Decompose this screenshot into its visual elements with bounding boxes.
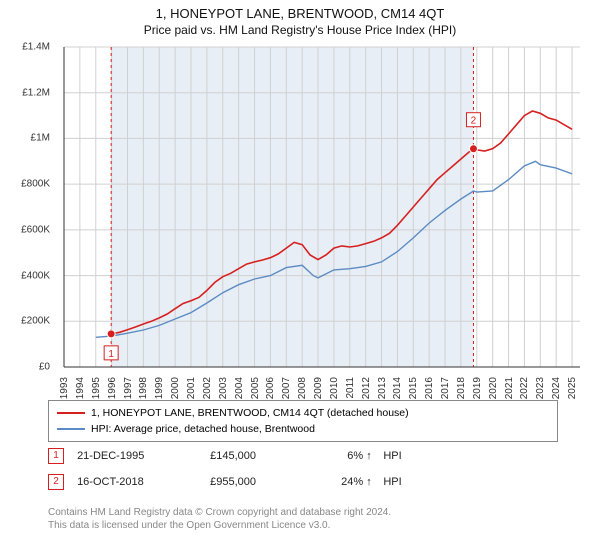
x-axis-label: 2024 xyxy=(551,377,562,399)
x-axis-label: 1994 xyxy=(75,377,86,399)
legend-row: 1, HONEYPOT LANE, BRENTWOOD, CM14 4QT (d… xyxy=(57,405,549,421)
y-axis-label: £800K xyxy=(6,179,50,190)
x-axis-label: 2015 xyxy=(408,377,419,399)
x-axis-label: 2016 xyxy=(424,377,435,399)
x-axis-label: 2021 xyxy=(504,377,515,399)
x-axis-label: 2005 xyxy=(250,377,261,399)
x-axis-label: 2017 xyxy=(440,377,451,399)
sale-suffix: HPI xyxy=(383,450,401,462)
x-axis-label: 1995 xyxy=(91,377,102,399)
legend: 1, HONEYPOT LANE, BRENTWOOD, CM14 4QT (d… xyxy=(48,400,558,442)
footnote-line: This data is licensed under the Open Gov… xyxy=(48,519,391,532)
x-axis-label: 1998 xyxy=(138,377,149,399)
price-chart: 12 £0£200K£400K£600K£800K£1M£1.2M£1.4M19… xyxy=(10,39,590,399)
sale-date: 16-OCT-2018 xyxy=(77,476,207,488)
x-axis-label: 2008 xyxy=(297,377,308,399)
sale-pct: 6% xyxy=(323,450,363,462)
marker-badge: 1 xyxy=(48,448,64,464)
x-axis-label: 2012 xyxy=(361,377,372,399)
legend-swatch xyxy=(57,428,85,430)
x-axis-label: 2020 xyxy=(488,377,499,399)
x-axis-label: 2007 xyxy=(281,377,292,399)
legend-row: HPI: Average price, detached house, Bren… xyxy=(57,421,549,437)
y-axis-label: £0 xyxy=(6,362,50,373)
marker-badge: 2 xyxy=(48,474,64,490)
legend-swatch xyxy=(57,412,85,414)
chart-title: 1, HONEYPOT LANE, BRENTWOOD, CM14 4QT xyxy=(0,0,600,21)
footnote: Contains HM Land Registry data © Crown c… xyxy=(48,506,391,532)
footnote-line: Contains HM Land Registry data © Crown c… xyxy=(48,506,391,519)
x-axis-label: 2011 xyxy=(345,377,356,399)
legend-label: 1, HONEYPOT LANE, BRENTWOOD, CM14 4QT (d… xyxy=(91,407,409,419)
chart-subtitle: Price paid vs. HM Land Registry's House … xyxy=(0,21,600,39)
x-axis-label: 1997 xyxy=(123,377,134,399)
arrow-up-icon: ↑ xyxy=(366,476,380,488)
y-axis-label: £200K xyxy=(6,316,50,327)
x-axis-label: 2002 xyxy=(202,377,213,399)
x-axis-label: 2000 xyxy=(170,377,181,399)
x-axis-label: 1993 xyxy=(59,377,70,399)
x-axis-label: 2010 xyxy=(329,377,340,399)
sale-row: 1 21-DEC-1995 £145,000 6% ↑ HPI xyxy=(48,448,568,464)
x-axis-label: 1999 xyxy=(154,377,165,399)
arrow-up-icon: ↑ xyxy=(366,450,380,462)
x-axis-label: 2018 xyxy=(456,377,467,399)
x-axis-label: 2019 xyxy=(472,377,483,399)
svg-text:2: 2 xyxy=(471,116,477,127)
x-axis-label: 2009 xyxy=(313,377,324,399)
sale-pct: 24% xyxy=(323,476,363,488)
y-axis-label: £400K xyxy=(6,270,50,281)
x-axis-label: 2013 xyxy=(377,377,388,399)
x-axis-label: 2023 xyxy=(535,377,546,399)
x-axis-label: 2004 xyxy=(234,377,245,399)
x-axis-label: 2022 xyxy=(519,377,530,399)
x-axis-label: 2025 xyxy=(567,377,578,399)
legend-label: HPI: Average price, detached house, Bren… xyxy=(91,423,315,435)
x-axis-label: 1996 xyxy=(107,377,118,399)
x-axis-label: 2006 xyxy=(265,377,276,399)
y-axis-label: £600K xyxy=(6,224,50,235)
chart-svg: 12 xyxy=(10,39,590,419)
x-axis-label: 2014 xyxy=(392,377,403,399)
x-axis-label: 2001 xyxy=(186,377,197,399)
sale-row: 2 16-OCT-2018 £955,000 24% ↑ HPI xyxy=(48,474,568,490)
sale-date: 21-DEC-1995 xyxy=(77,450,207,462)
sale-price: £145,000 xyxy=(210,450,320,462)
x-axis-label: 2003 xyxy=(218,377,229,399)
y-axis-label: £1.2M xyxy=(6,87,50,98)
y-axis-label: £1M xyxy=(6,133,50,144)
y-axis-label: £1.4M xyxy=(6,42,50,53)
sale-price: £955,000 xyxy=(210,476,320,488)
svg-text:1: 1 xyxy=(108,349,114,360)
sale-suffix: HPI xyxy=(383,476,401,488)
